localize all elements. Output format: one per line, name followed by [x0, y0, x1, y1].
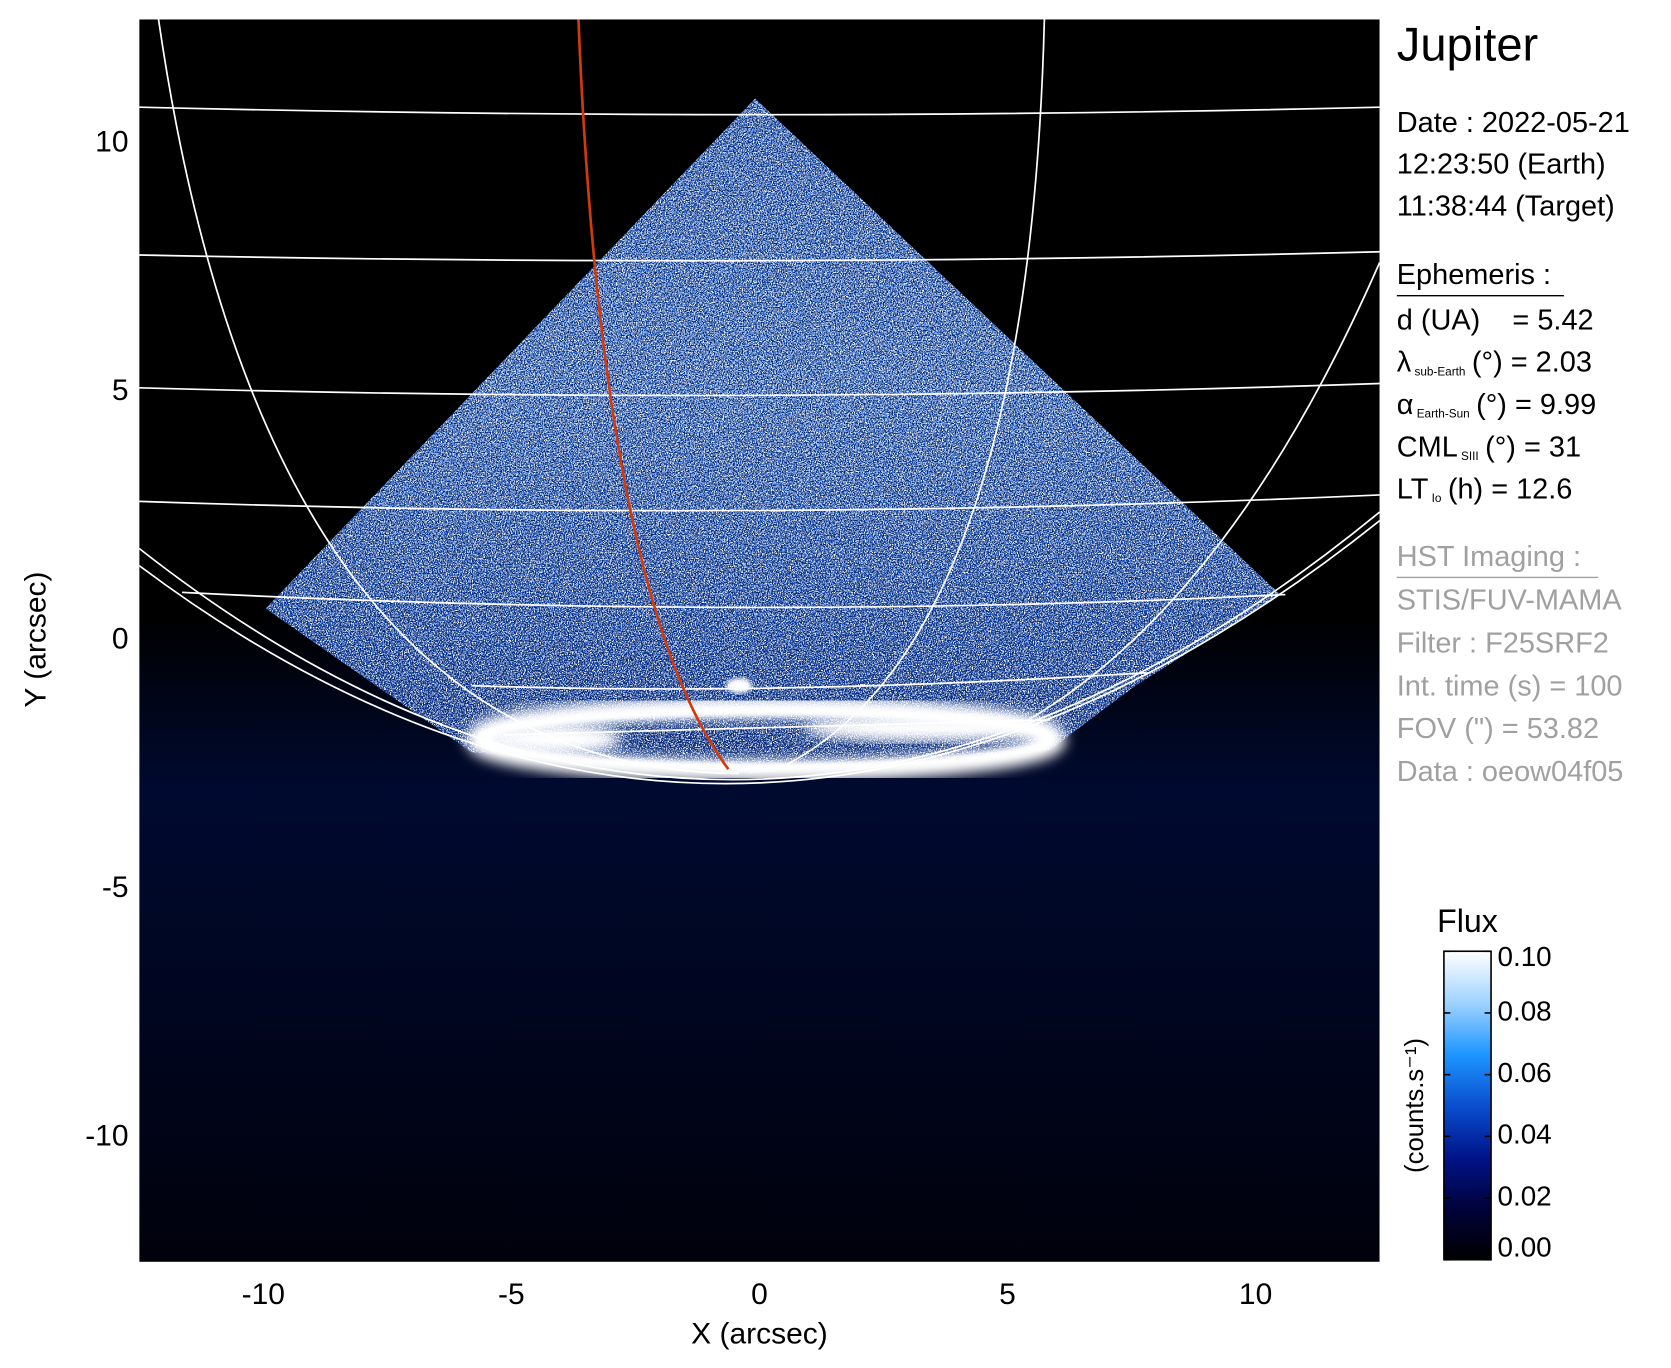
ephemeris-value: (°) = 9.99: [1476, 389, 1596, 421]
ephemeris-sub: sub-Earth: [1414, 365, 1465, 378]
date-line: 11:38:44 (Target): [1397, 191, 1615, 223]
ephemeris-row: LT Io (h) = 12.6: [1397, 473, 1573, 505]
ephemeris-row: λ sub-Earth (°) = 2.03: [1397, 346, 1592, 378]
ephemeris-label: α: [1397, 389, 1414, 421]
colorbar-tick-label: 0.06: [1497, 1057, 1551, 1088]
x-tick-label: -10: [242, 1278, 285, 1311]
ephemeris-sub: Io: [1432, 492, 1442, 505]
y-tick-label: 10: [95, 126, 128, 159]
graticule: [139, 19, 1380, 785]
colorbar-tick-label: 0.02: [1497, 1180, 1551, 1211]
ephemeris-sub: Earth-Sun: [1417, 408, 1470, 421]
latitude: [182, 591, 1286, 609]
spot: [726, 678, 752, 694]
colorbar-tick-label: 0.08: [1497, 995, 1551, 1026]
imaging-line: FOV (") = 53.82: [1397, 713, 1599, 745]
latitude: [139, 106, 1380, 116]
latitude: [503, 719, 1050, 736]
chart-title: Jupiter: [1397, 18, 1538, 71]
ephemeris-label: λ: [1397, 346, 1412, 378]
date-line: 12:23:50 (Earth): [1397, 149, 1606, 181]
colorbar-tick-label: 0.04: [1497, 1119, 1551, 1150]
y-tick-label: -10: [85, 1120, 128, 1153]
x-tick-label: 10: [1239, 1278, 1272, 1311]
io-footprint: [577, 19, 730, 770]
ephemeris-value: (°) = 2.03: [1472, 346, 1592, 378]
ephemeris-value: = 5.42: [1512, 304, 1593, 336]
colorbar-units: (counts.s⁻¹): [1401, 1038, 1429, 1173]
x-tick-label: -5: [498, 1278, 525, 1311]
date-line: Date : 2022-05-21: [1397, 107, 1630, 139]
ephemeris-row: α Earth-Sun (°) = 9.99: [1397, 389, 1596, 421]
longitude: [781, 19, 1046, 768]
imaging-line: STIS/FUV-MAMA: [1397, 585, 1623, 617]
longitude: [157, 19, 740, 775]
imaging-line: Data : oeow04f05: [1397, 756, 1624, 788]
x-tick-label: 5: [999, 1278, 1016, 1311]
ephemeris-label: d (UA): [1397, 304, 1481, 336]
colorbar-tick-label: 0.00: [1497, 1231, 1551, 1262]
colorbar: [1443, 950, 1492, 1261]
latitude: [139, 494, 1380, 512]
limb: [139, 519, 1380, 785]
ephemeris-label: LT: [1397, 473, 1429, 505]
x-tick-label: 0: [751, 1278, 768, 1311]
y-axis-label: Y (arcsec): [19, 572, 52, 708]
ephemeris-value: (°) = 31: [1485, 431, 1581, 463]
ephemeris-sub: SIII: [1461, 450, 1479, 463]
ephemeris-row: d (UA) = 5.42: [1397, 304, 1594, 336]
limb: [139, 511, 1380, 781]
imaging-title: HST Imaging :: [1397, 541, 1581, 573]
ephemeris-label: CML: [1397, 431, 1458, 463]
y-tick-label: -5: [102, 871, 129, 904]
latitude: [471, 671, 1147, 690]
latitude: [139, 382, 1380, 397]
y-tick-label: 5: [112, 374, 129, 407]
longitude: [1027, 262, 1380, 721]
ephemeris-row: CML SIII (°) = 31: [1397, 431, 1581, 463]
y-tick-label: 0: [112, 623, 129, 656]
ephemeris-value: (h) = 12.6: [1448, 473, 1573, 505]
colorbar-tick-label: 0.10: [1497, 941, 1551, 972]
image: [139, 19, 1380, 1262]
imaging-line: Filter : F25SRF2: [1397, 628, 1609, 660]
ephemeris-title: Ephemeris :: [1397, 259, 1551, 291]
imaging-line: Int. time (s) = 100: [1397, 670, 1623, 702]
colorbar-title: Flux: [1437, 903, 1498, 939]
latitude: [139, 250, 1380, 262]
x-axis-label: X (arcsec): [691, 1318, 828, 1351]
